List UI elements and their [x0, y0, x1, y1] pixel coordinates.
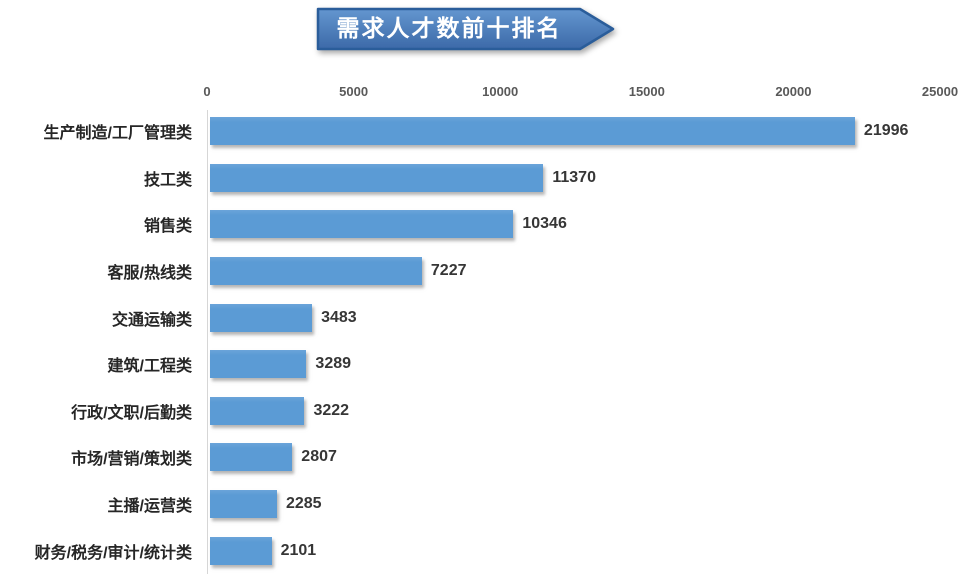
bar-track: 10346 [200, 210, 966, 239]
x-tick: 5000 [339, 84, 369, 99]
bar-track: 3222 [200, 396, 966, 425]
bar-track: 7227 [200, 257, 966, 286]
bar-track: 2807 [200, 443, 966, 472]
category-label: 市场/营销/策划类 [71, 451, 192, 469]
category-label: 客服/热线类 [107, 265, 192, 283]
chart-title: 需求人才数前十排名 [336, 16, 562, 41]
value-label: 2101 [280, 541, 317, 559]
x-tick: 0 [203, 84, 211, 99]
bar-track: 3483 [200, 303, 966, 332]
bar-track: 3289 [200, 350, 966, 379]
x-tick: 10000 [482, 84, 519, 99]
category-label: 生产制造/工厂管理类 [43, 125, 192, 143]
category-label: 销售类 [143, 218, 192, 236]
bar-row: 生产制造/工厂管理类 21996 [0, 108, 976, 155]
bar-row: 客服/热线类 7227 [0, 248, 976, 295]
bar-row: 财务/税务/审计/统计类 2101 [0, 527, 976, 574]
bar [210, 490, 277, 519]
category-label: 行政/文职/后勤类 [71, 404, 192, 422]
bar-row: 销售类 10346 [0, 201, 976, 248]
bar [210, 536, 272, 565]
bar [210, 210, 514, 239]
category-label: 建筑/工程类 [107, 358, 192, 376]
bar [210, 257, 422, 286]
bar [210, 443, 293, 472]
bar-row: 建筑/工程类 3289 [0, 341, 976, 388]
bar-track: 2285 [200, 490, 966, 519]
y-axis-line [207, 110, 208, 574]
value-label: 3222 [313, 401, 350, 419]
bar [210, 163, 544, 192]
banner-arrow-shape [316, 7, 615, 51]
bar-track: 21996 [200, 117, 966, 146]
bar-track: 11370 [200, 163, 966, 192]
bar [210, 350, 307, 379]
value-label: 21996 [863, 122, 909, 140]
value-label: 2807 [301, 448, 337, 466]
x-tick: 15000 [628, 84, 665, 99]
x-axis: 0 5000 10000 15000 20000 25000 [203, 84, 958, 100]
value-label: 3483 [321, 308, 357, 326]
x-tick: 20000 [775, 84, 812, 99]
value-label: 7227 [430, 262, 467, 280]
bar-row: 交通运输类 3483 [0, 294, 976, 341]
bar-track: 2101 [200, 536, 966, 565]
bar [210, 117, 855, 146]
chart-title-banner: 需求人才数前十排名 [316, 5, 616, 53]
bar [210, 303, 313, 332]
bar-row: 主播/运营类 2285 [0, 481, 976, 528]
category-label: 技工类 [143, 171, 192, 189]
x-tick: 25000 [921, 84, 959, 99]
plot-area: 生产制造/工厂管理类 21996 技工类 11370 销售类 10346 客服/… [0, 108, 976, 574]
value-label: 11370 [552, 168, 596, 186]
bar-row: 行政/文职/后勤类 3222 [0, 388, 976, 435]
bar-row: 市场/营销/策划类 2807 [0, 434, 976, 481]
category-label: 主播/运营类 [107, 498, 192, 516]
category-label: 财务/税务/审计/统计类 [34, 544, 192, 562]
bar [210, 396, 305, 425]
value-label: 3289 [315, 355, 352, 373]
category-label: 交通运输类 [111, 311, 192, 329]
value-label: 2285 [285, 495, 322, 513]
bar-row: 技工类 11370 [0, 155, 976, 202]
value-label: 10346 [522, 215, 567, 233]
